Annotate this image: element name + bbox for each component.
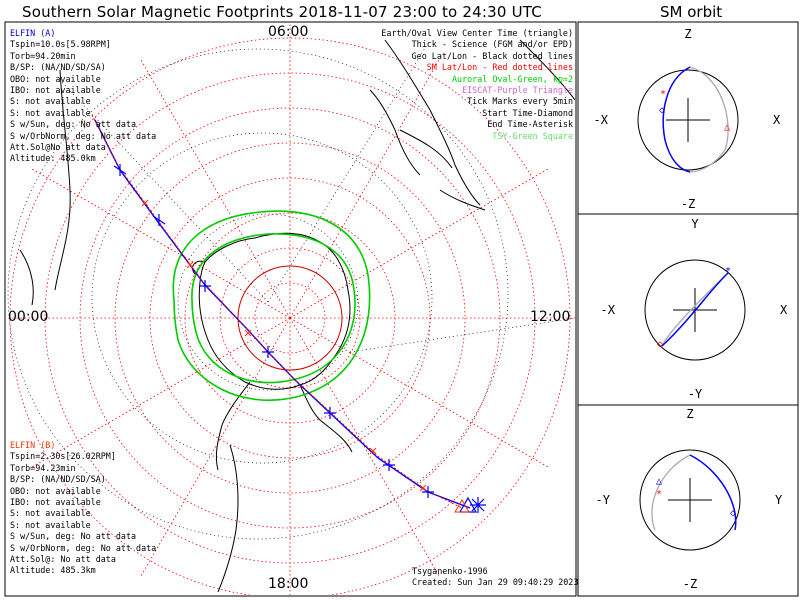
plot-title: Southern Solar Magnetic Footprints 2018-… (22, 3, 542, 21)
elfin-a-name: ELFIN (A) (10, 28, 56, 38)
orbit-a-path (661, 272, 729, 347)
elfin-b-line: S w/Sun, deg: No att data (10, 531, 137, 542)
legend: Earth/Oval View Center Time (triangle) Th… (381, 28, 573, 142)
orbit-marker: ◇ (730, 508, 736, 519)
legend-entry: Start Time-Diamond (482, 107, 573, 118)
elfin-b-line: Altitude: 485.3km (10, 565, 96, 576)
elfin-a-line: Tspin=10.0s[5.98RPM] (10, 39, 111, 50)
elfin-a-info: ELFIN (A) Tspin=10.0s[5.98RPM] Torb=94.20… (10, 28, 156, 165)
legend-entry: Thick - Science (FGM and/or EPD) (411, 39, 573, 50)
sm-axis-label-left: -X (594, 113, 609, 127)
time-label-left: 00:00 (8, 309, 49, 325)
model-credit: Tsyganenko-1996 (412, 566, 488, 576)
created-timestamp: Created: Sun Jan 29 09:40:29 2023 (412, 577, 579, 588)
sm-axis-label-left: -Y (596, 493, 611, 507)
auroral-oval (172, 210, 371, 401)
elfin-b-info: ELFIN (B) Tspin=2.30s[26.02RPM] Torb=94.2… (10, 440, 156, 577)
earth-circle (637, 69, 739, 171)
end-asterisk (470, 497, 486, 513)
orbit-a-path (689, 454, 737, 531)
time-label-bottom: 18:00 (268, 576, 309, 592)
elfin-a-line: S w/Sun, deg: No att data (10, 119, 137, 130)
elfin-a-line: Altitude: 485.0km (10, 153, 96, 164)
sm-inner-ring (237, 265, 343, 371)
orbit-b-path (651, 454, 691, 531)
legend-entry: TSY-Green Square (492, 130, 573, 141)
elfin-a-line: B/SP: (NA/ND/SD/SA) (10, 62, 106, 73)
elfin-b-line: Torb=94.23min (10, 462, 76, 473)
orbit-marker: ◇ (659, 105, 665, 116)
sm-orbit-title: SM orbit (660, 3, 723, 21)
elfin-a-line: S: not available (10, 96, 91, 107)
time-label-right: 12:00 (530, 309, 571, 325)
sm-axis-label-right: X (773, 113, 781, 127)
orbit-marker: △ (656, 476, 662, 487)
elfin-b-line: Att.Sol@: No att data (10, 554, 116, 565)
elfin-b-line: S: not available (10, 519, 91, 530)
sm-frame (577, 21, 799, 597)
credits: Tsyganenko-1996 Created: Sun Jan 29 09:4… (412, 566, 578, 589)
elfin-b-line: S: not available (10, 508, 91, 519)
end-markers (454, 496, 486, 513)
polar-map (6, 23, 575, 595)
sm-axis-label-right: X (780, 303, 788, 317)
orbit-marker: * (656, 489, 662, 500)
map-frame (4, 21, 577, 597)
geo-grid (7, 39, 575, 540)
sm-axis-label-bottom: -Z (681, 197, 695, 211)
sm-orbit-panels: Z -Z -X X Y -Y -X X Z -Z -Y Y * ◇ △ * ◇ △ * ◇ (594, 27, 788, 591)
earth-circle (644, 259, 746, 361)
legend-entry: SM Lat/Lon - Red dotted lines (426, 62, 573, 73)
sm-axis-label-top: Z (686, 407, 693, 421)
legend-entry: Earth/Oval View Center Time (triangle) (381, 28, 573, 38)
elfin-b-line: OBO: not available (10, 485, 101, 496)
elfin-a-line: S w/OrbNorm, deg: No att data (10, 130, 157, 141)
orbit-marker: * (660, 89, 666, 100)
elfin-a-line: Att.Sol@No att data (10, 142, 106, 153)
orbit-marker: ◇ (657, 339, 663, 350)
orbit-a-path (662, 66, 691, 173)
sm-axis-label-bottom: -Y (688, 387, 703, 401)
legend-entry: Tick Marks every 5min (467, 96, 573, 107)
orbit-b-path (689, 66, 729, 173)
view-center-triangle-b (454, 499, 470, 513)
legend-entry: Geo Lat/Lon - Black dotted lines (411, 50, 573, 61)
sm-axis-label-top: Y (691, 217, 699, 231)
time-label-top: 06:00 (268, 24, 309, 40)
sm-spoke (289, 317, 551, 469)
sm-spoke (289, 167, 551, 319)
orbit-marker: △ (724, 122, 730, 133)
elfin-a-line: S: not available (10, 107, 91, 118)
elfin-a-ticks (113, 164, 434, 498)
elfin-b-line: Tspin=2.30s[26.02RPM] (10, 451, 116, 462)
sm-spoke (29, 167, 291, 319)
coastlines (19, 39, 575, 593)
elfin-b-line: B/SP: (NA/ND/SD/SA) (10, 474, 106, 485)
elfin-b-name: ELFIN (B) (10, 440, 56, 450)
sm-axis-label-top: Z (684, 27, 691, 41)
sm-spoke (289, 317, 441, 579)
legend-entry: End Time-Asterisk (487, 119, 573, 130)
elfin-a-line: OBO: not available (10, 73, 101, 84)
elfin-a-line: IBO: not available (10, 85, 101, 96)
elfin-b-line: IBO: not available (10, 497, 101, 508)
elfin-b-line: S w/OrbNorm, deg: No att data (10, 542, 157, 553)
sm-spoke (139, 57, 291, 319)
elfin-b-ticks (141, 199, 427, 492)
sm-axis-label-left: -X (601, 303, 616, 317)
sm-axis-label-bottom: -Z (683, 577, 697, 591)
orbit-marker: * (725, 266, 731, 277)
earth-circle (639, 449, 741, 551)
legend-entry: EISCAT-Purple Triangle (462, 85, 573, 96)
elfin-a-line: Torb=94.20min (10, 50, 76, 61)
legend-entry: Auroral Oval-Green, kp=2 (451, 73, 573, 84)
sm-axis-label-right: Y (775, 493, 783, 507)
